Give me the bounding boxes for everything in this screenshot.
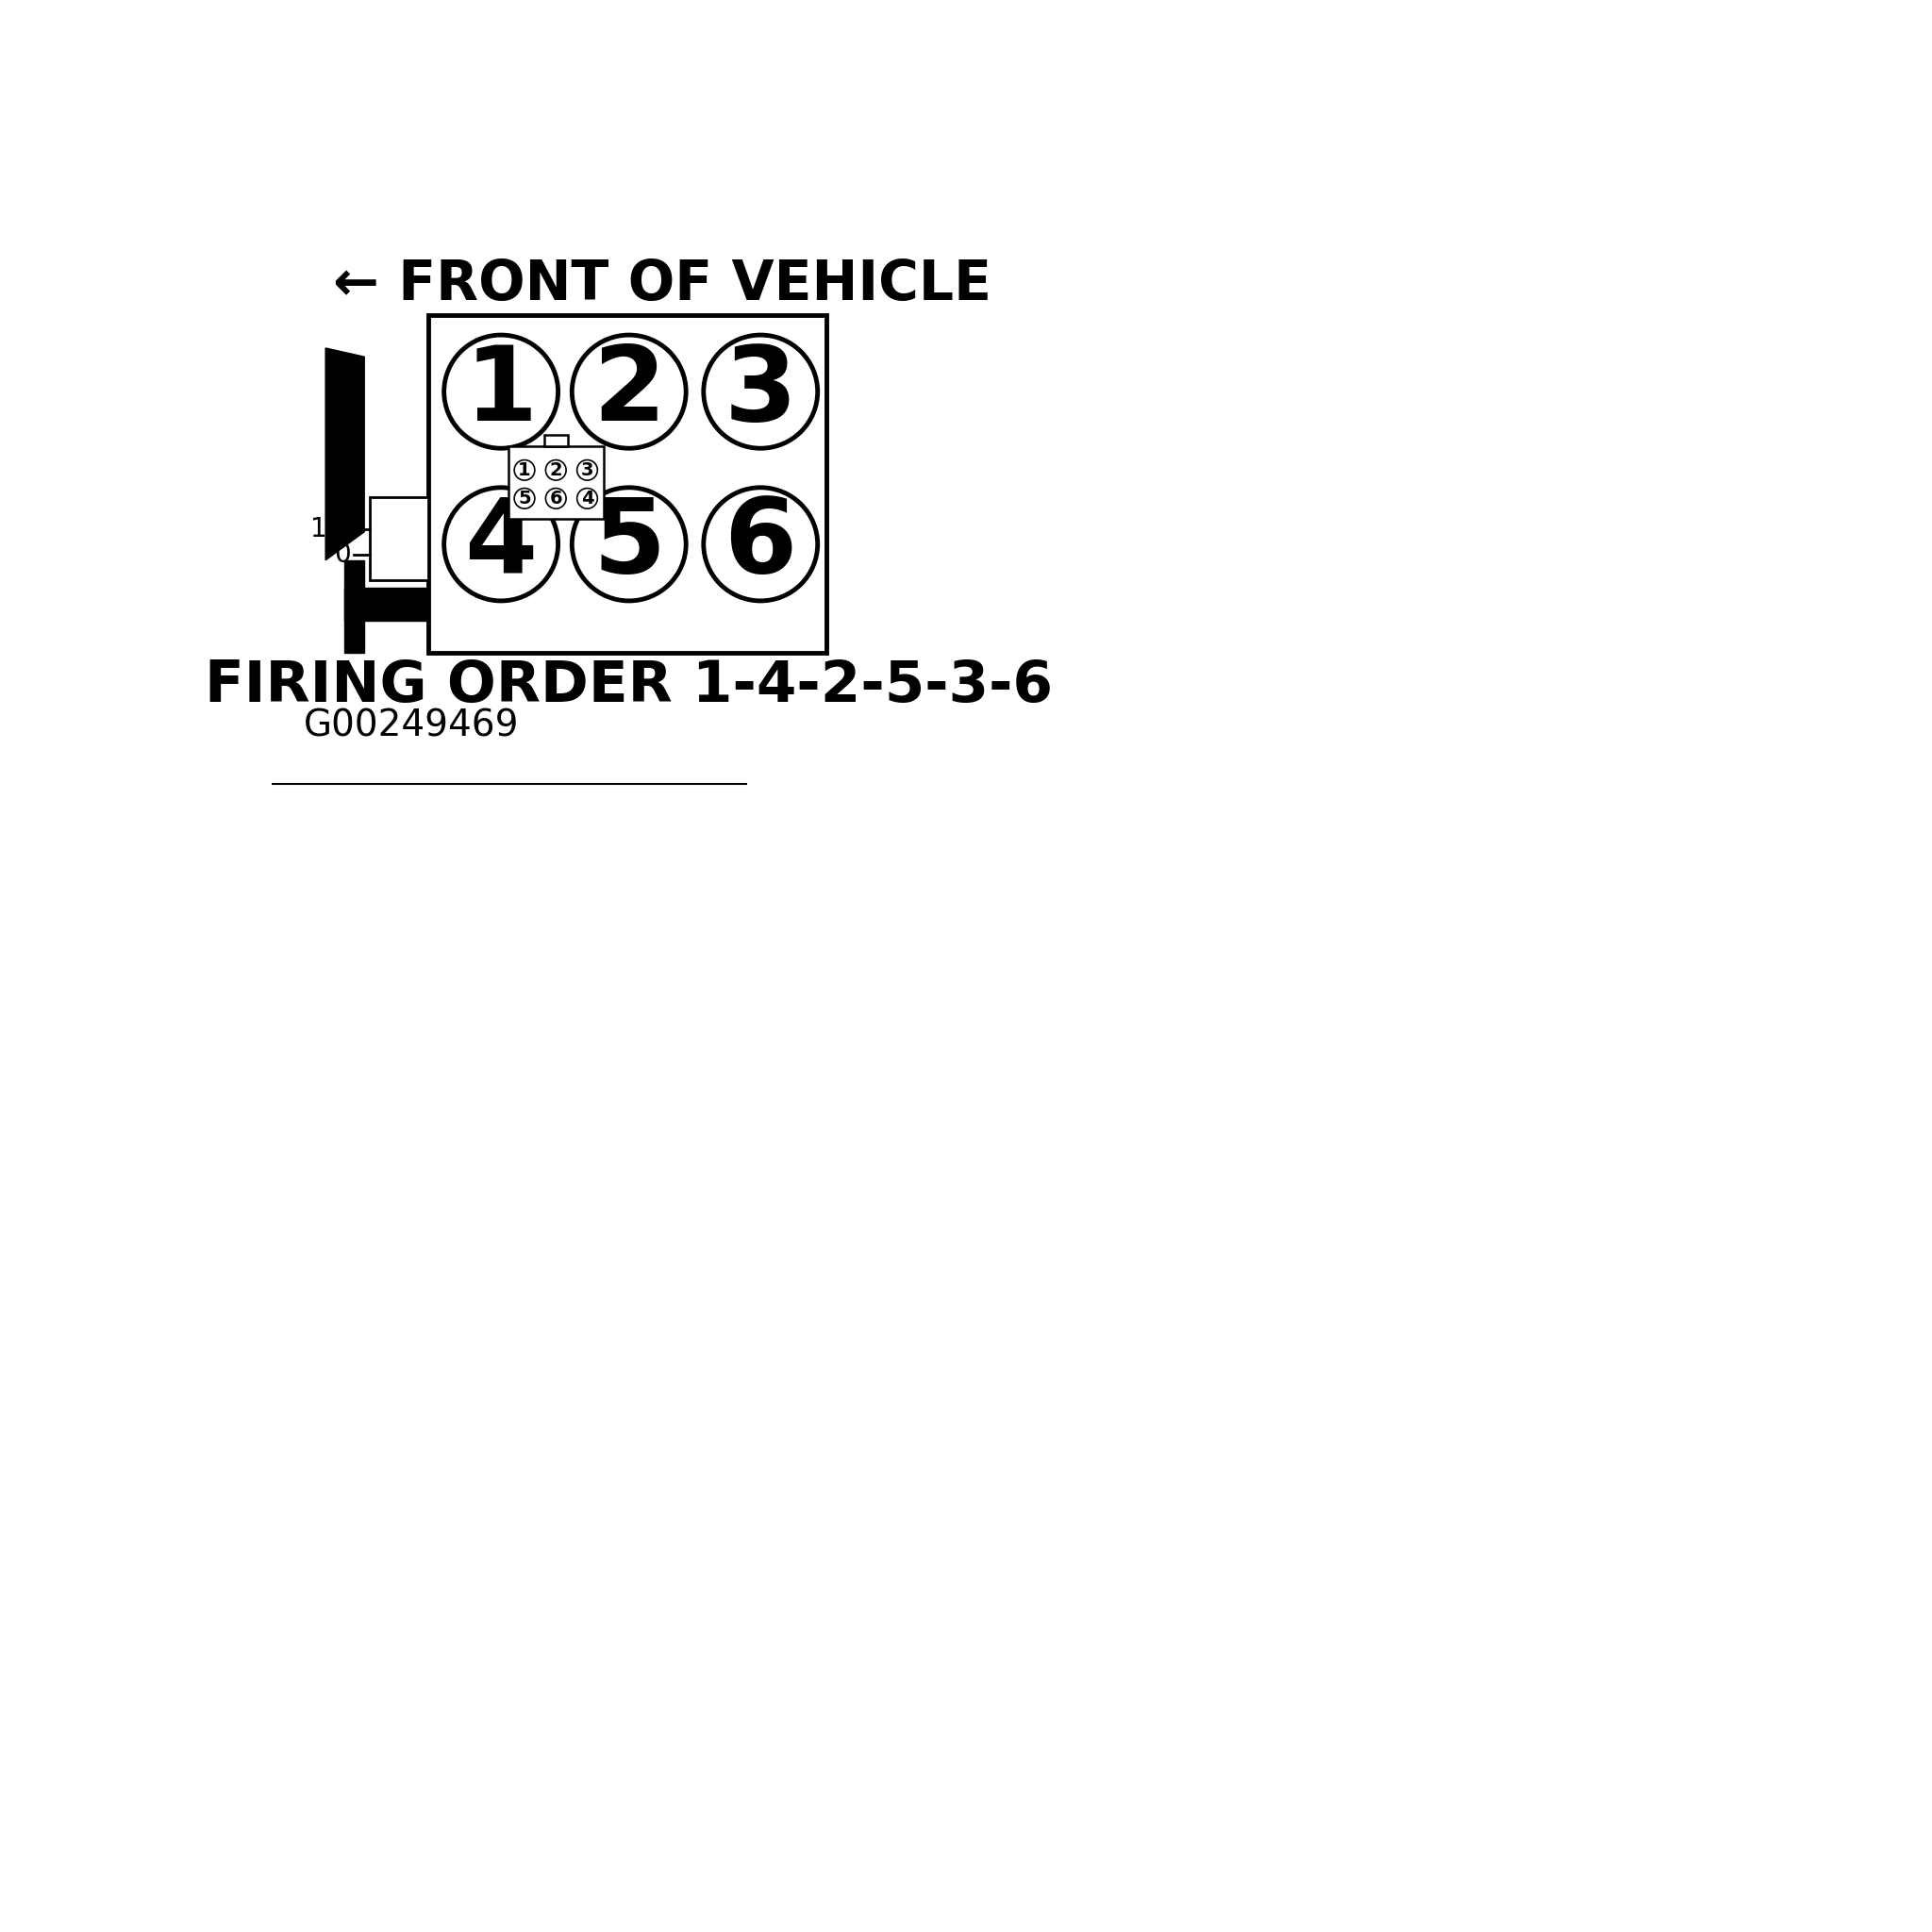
Circle shape	[545, 460, 566, 481]
Polygon shape	[327, 348, 365, 560]
Bar	[545, 435, 568, 446]
Text: 6: 6	[549, 489, 562, 508]
Text: FIRING ORDER 1-4-2-5-3-6: FIRING ORDER 1-4-2-5-3-6	[205, 659, 1053, 713]
Circle shape	[514, 460, 535, 481]
Text: 4: 4	[582, 489, 593, 508]
Circle shape	[444, 334, 558, 448]
Text: 2: 2	[549, 462, 562, 479]
Text: 2: 2	[593, 342, 665, 442]
Circle shape	[514, 489, 535, 508]
Text: 5: 5	[593, 495, 665, 595]
Polygon shape	[344, 587, 427, 620]
Bar	[369, 497, 427, 580]
Text: 6: 6	[724, 495, 798, 595]
Text: 5: 5	[518, 489, 531, 508]
Circle shape	[572, 487, 686, 601]
Circle shape	[578, 489, 597, 508]
Circle shape	[578, 460, 597, 481]
Circle shape	[444, 487, 558, 601]
Text: 1: 1	[518, 462, 531, 479]
Circle shape	[703, 487, 817, 601]
Text: 3: 3	[724, 342, 798, 442]
Circle shape	[545, 489, 566, 508]
Circle shape	[572, 334, 686, 448]
Circle shape	[703, 334, 817, 448]
Text: G00249469: G00249469	[303, 707, 520, 744]
Text: 3: 3	[582, 462, 593, 479]
Bar	[508, 446, 603, 520]
Text: 1: 1	[464, 342, 537, 442]
Text: 0: 0	[334, 541, 350, 568]
Polygon shape	[344, 560, 365, 653]
Text: ← FRONT OF VEHICLE: ← FRONT OF VEHICLE	[332, 257, 991, 311]
Text: 10: 10	[311, 516, 344, 543]
Bar	[427, 315, 827, 653]
Text: 4: 4	[464, 495, 537, 595]
